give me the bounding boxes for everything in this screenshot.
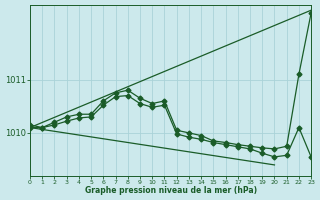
X-axis label: Graphe pression niveau de la mer (hPa): Graphe pression niveau de la mer (hPa) <box>84 186 257 195</box>
